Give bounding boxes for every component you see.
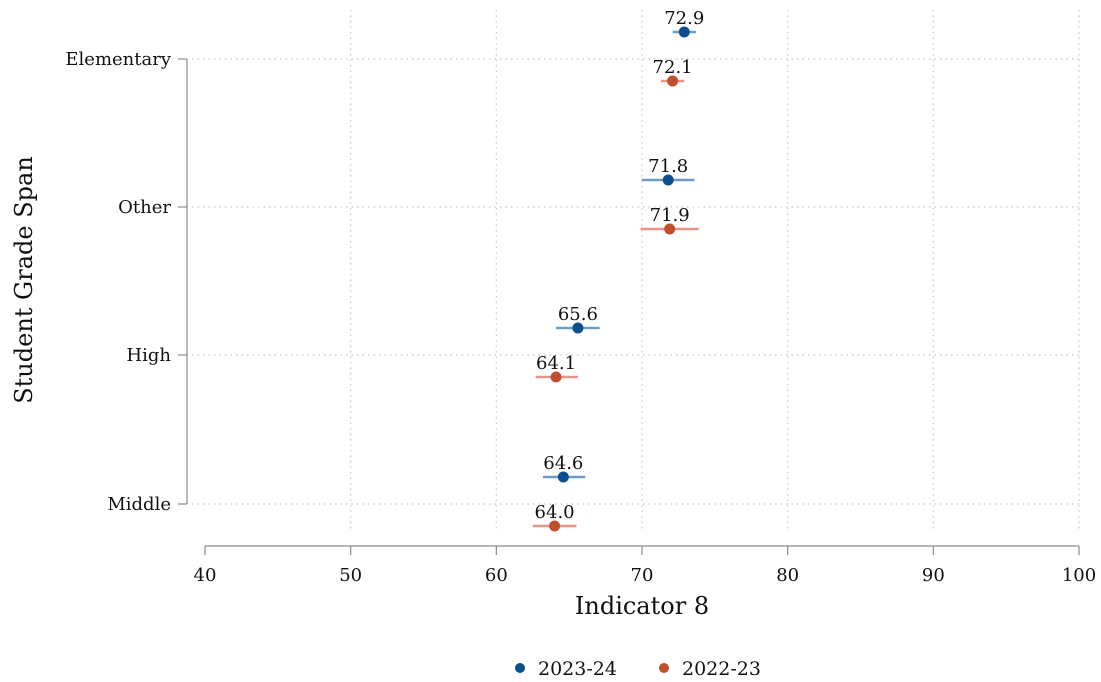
data-label: 72.1	[653, 57, 693, 78]
legend-label: 2023-24	[538, 658, 617, 680]
x-tick-label: 70	[631, 565, 654, 586]
legend-label: 2022-23	[682, 658, 761, 680]
legend: 2023-24 2022-23	[515, 658, 761, 680]
data-label: 72.9	[664, 8, 704, 29]
data-point	[678, 26, 690, 38]
data-label: 64.6	[543, 453, 583, 474]
x-tick-label: 80	[776, 565, 799, 586]
y-tick-label: Elementary	[65, 49, 171, 70]
data-point	[549, 520, 561, 532]
legend-marker	[659, 663, 669, 673]
data-point	[667, 75, 679, 87]
x-axis-title: Indicator 8	[575, 592, 709, 620]
x-tick-label: 100	[1062, 565, 1096, 586]
legend-marker	[515, 663, 525, 673]
data-label: 64.1	[536, 353, 576, 374]
data-layer: 72.9 71.8 65.6 64.6 72.1 71.9 64.1 64.0	[532, 8, 704, 532]
x-tick-label: 60	[485, 565, 508, 586]
y-tick-label: High	[126, 345, 171, 366]
axis-layer: Elementary Other High Middle 40 50 60 70 80 90 100	[65, 49, 1096, 586]
data-point	[662, 174, 674, 186]
y-axis-title: Student Grade Span	[10, 156, 38, 404]
y-tick-label: Middle	[107, 494, 171, 515]
x-tick-label: 50	[339, 565, 362, 586]
x-tick-label: 40	[194, 565, 217, 586]
grid-layer	[192, 10, 1080, 530]
data-label: 71.9	[650, 205, 690, 226]
data-point	[557, 471, 569, 483]
y-tick-label: Other	[118, 197, 171, 218]
data-label: 65.6	[558, 304, 598, 325]
data-label: 71.8	[648, 156, 688, 177]
data-point	[550, 371, 562, 383]
data-point	[664, 223, 676, 235]
x-tick-label: 90	[922, 565, 945, 586]
data-label: 64.0	[535, 502, 575, 523]
data-point	[572, 322, 584, 334]
